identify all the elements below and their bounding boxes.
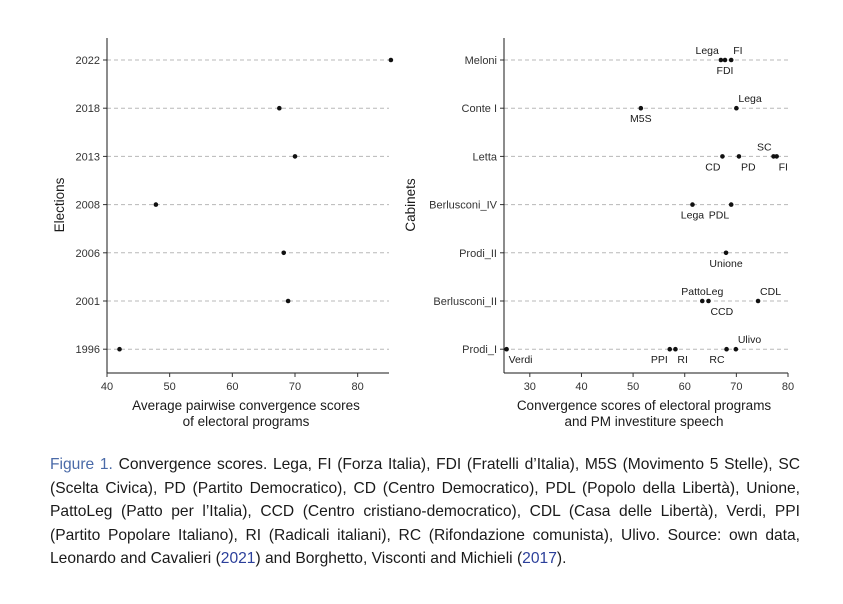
right-point-label-berlusconi-iv-lega: Lega bbox=[681, 210, 705, 222]
right-x-axis-title-line-2: and PM investiture speech bbox=[564, 414, 723, 429]
left-point-2008 bbox=[153, 202, 159, 207]
right-point-letta-cd bbox=[720, 154, 725, 159]
right-point-label-letta-sc: SC bbox=[757, 141, 772, 153]
left-point-1996 bbox=[117, 346, 122, 352]
right-point-label-berlusconi-ii-cdl: CDL bbox=[760, 286, 781, 298]
caption-text-1: Convergence scores. Lega, FI (Forza Ital… bbox=[50, 456, 800, 567]
caption-text-3: ). bbox=[556, 550, 567, 567]
right-point-label-prodi-i-rc: RC bbox=[709, 354, 725, 366]
caption-text-2: ) and Borghetto, Visconti and Michieli ( bbox=[255, 550, 523, 567]
right-y-tick-label-conte-i: Conte I bbox=[462, 103, 497, 115]
right-x-tick-label-80: 80 bbox=[782, 381, 794, 393]
left-y-tick-label-1996: 1996 bbox=[76, 344, 100, 356]
figure-caption: Figure 1. Convergence scores. Lega, FI (… bbox=[50, 453, 800, 571]
right-point-label-prodi-i-verdi: Verdi bbox=[509, 354, 533, 366]
left-point-2022 bbox=[388, 57, 394, 63]
right-x-tick-label-30: 30 bbox=[524, 381, 536, 393]
right-point-conte-i-m5s bbox=[638, 105, 644, 111]
right-point-label-prodi-i-ri: RI bbox=[677, 354, 688, 366]
left-y-tick-label-2008: 2008 bbox=[76, 200, 100, 212]
left-x-tick-label-80: 80 bbox=[352, 381, 364, 393]
left-x-tick-label-40: 40 bbox=[101, 381, 113, 393]
right-point-label-meloni-fdi: FDI bbox=[717, 65, 734, 77]
right-point-meloni-fi bbox=[728, 57, 734, 63]
right-y-tick-label-berlusconi-ii: Berlusconi_II bbox=[433, 296, 497, 308]
right-point-label-letta-fi: FI bbox=[779, 161, 788, 173]
right-y-tick-label-meloni: Meloni bbox=[465, 55, 497, 67]
right-point-meloni-lega bbox=[718, 57, 724, 63]
left-y-tick-label-2013: 2013 bbox=[76, 151, 100, 163]
right-point-label-letta-cd: CD bbox=[705, 161, 721, 173]
right-y-tick-label-prodi-ii: Prodi_II bbox=[459, 248, 497, 260]
left-point-2018 bbox=[277, 105, 282, 111]
right-point-berlusconi-iv-pdl bbox=[728, 202, 734, 207]
left-x-tick-label-70: 70 bbox=[289, 381, 301, 393]
right-point-prodi-i-rc bbox=[724, 346, 729, 352]
left-y-axis-title: Elections bbox=[52, 177, 67, 232]
right-point-label-prodi-i-ppi: PPI bbox=[651, 354, 668, 366]
right-point-berlusconi-ii-pattoleg bbox=[699, 298, 705, 304]
left-y-tick-label-2018: 2018 bbox=[76, 103, 100, 115]
left-point-2001 bbox=[285, 298, 291, 304]
elections-panel: 2022 2018 2013 2008 2006 2001 1996 40 50 60 70 80 El… bbox=[52, 38, 394, 429]
right-point-label-prodi-ii-unione: Unione bbox=[709, 258, 742, 270]
right-point-label-berlusconi-iv-pdl: PDL bbox=[709, 210, 730, 222]
left-x-tick-label-60: 60 bbox=[226, 381, 238, 393]
right-point-label-meloni-fi: FI bbox=[733, 45, 742, 57]
right-point-letta-pd bbox=[736, 154, 742, 159]
right-x-tick-label-40: 40 bbox=[575, 381, 587, 393]
right-y-tick-label-letta: Letta bbox=[473, 151, 498, 163]
right-point-prodi-i-ulivo bbox=[733, 346, 739, 352]
right-point-label-prodi-i-ulivo: Ulivo bbox=[738, 334, 761, 346]
right-point-prodi-i-verdi bbox=[504, 346, 509, 352]
left-y-tick-label-2006: 2006 bbox=[76, 248, 100, 260]
right-x-axis-title-line-1: Convergence scores of electoral programs bbox=[517, 398, 772, 413]
right-point-berlusconi-ii-ccd bbox=[706, 298, 711, 304]
cabinets-panel: Meloni Conte I Letta Berlusconi_IV Prodi_II B… bbox=[403, 38, 794, 429]
left-y-tick-label-2001: 2001 bbox=[76, 296, 100, 308]
left-y-tick-label-2022: 2022 bbox=[76, 55, 100, 67]
right-point-label-meloni-lega: Lega bbox=[696, 45, 720, 57]
left-x-tick-label-50: 50 bbox=[164, 381, 176, 393]
right-point-label-letta-pd: PD bbox=[741, 161, 756, 173]
right-y-axis-title: Cabinets bbox=[403, 178, 418, 232]
right-point-berlusconi-iv-lega bbox=[690, 202, 695, 207]
left-point-2013 bbox=[292, 154, 298, 159]
left-x-axis-title-line-1: Average pairwise convergence scores bbox=[132, 398, 360, 413]
right-y-tick-label-berlusconi-iv: Berlusconi_IV bbox=[429, 200, 498, 212]
right-x-tick-label-50: 50 bbox=[627, 381, 639, 393]
right-point-label-berlusconi-ii-pattoleg: PattoLeg bbox=[681, 286, 723, 298]
left-point-2006 bbox=[281, 250, 287, 256]
right-y-tick-label-prodi-i: Prodi_I bbox=[462, 344, 497, 356]
right-x-tick-label-70: 70 bbox=[730, 381, 742, 393]
right-point-label-conte-i-m5s: M5S bbox=[630, 113, 652, 125]
left-x-axis-title-line-2: of electoral programs bbox=[183, 414, 310, 429]
right-point-berlusconi-ii-cdl bbox=[755, 298, 761, 304]
right-point-label-berlusconi-ii-ccd: CCD bbox=[710, 306, 733, 318]
reference-link-2017[interactable]: 2017 bbox=[522, 550, 557, 567]
right-point-conte-i-lega bbox=[734, 105, 739, 111]
reference-link-2021[interactable]: 2021 bbox=[220, 550, 256, 567]
right-point-label-conte-i-lega: Lega bbox=[738, 93, 762, 105]
right-point-letta-fi bbox=[774, 154, 779, 159]
right-point-prodi-ii-unione bbox=[723, 250, 729, 256]
right-point-prodi-i-ppi bbox=[667, 346, 673, 352]
right-x-tick-label-60: 60 bbox=[679, 381, 691, 393]
figure-label: Figure 1. bbox=[50, 456, 113, 473]
right-point-prodi-i-ri bbox=[673, 346, 678, 352]
right-point-meloni-fdi bbox=[722, 57, 728, 63]
